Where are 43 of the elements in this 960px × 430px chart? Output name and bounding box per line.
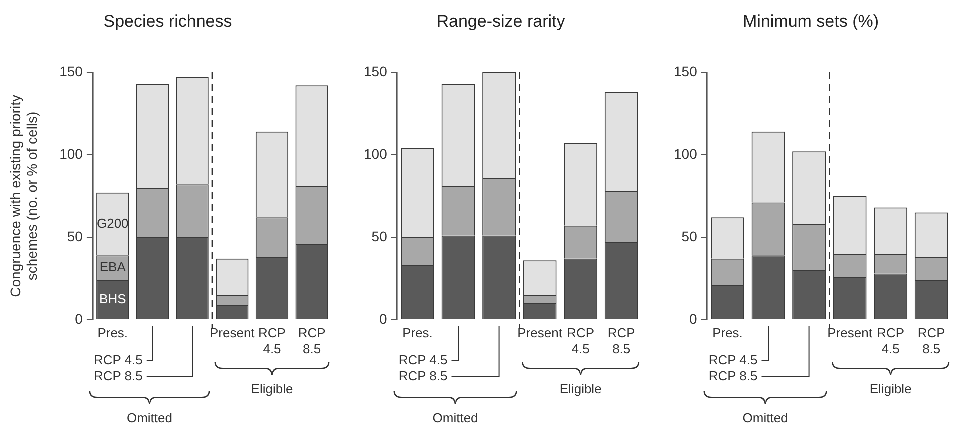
y-tick-label: 100 [364, 146, 388, 162]
chart-title: Species richness [104, 12, 232, 31]
x-tick-label: RCP 8.5 [608, 326, 636, 357]
text: RCP 8.5 [708, 368, 758, 384]
y-tick-label: 50 [682, 228, 698, 244]
text: RCP 4.5 [398, 352, 448, 368]
y-tick-label: 100 [60, 146, 84, 162]
y-tick-label: 100 [674, 146, 698, 162]
series-label: EBA [100, 260, 126, 275]
x-tick-label: RCP 4.5 [877, 326, 905, 357]
x-tick-label: Pres. [712, 326, 743, 341]
x-tick-label: Pres. [98, 326, 128, 341]
series-label: BHS [100, 292, 127, 307]
text: RCP 4.5 [708, 352, 758, 368]
y-tick-label: 150 [364, 63, 388, 80]
y-tick-label: 0 [75, 310, 84, 327]
text: Omitted [742, 410, 788, 426]
text: RCP 8.5 [398, 368, 448, 384]
y-tick-label: 50 [67, 228, 84, 244]
y-axis-title: Congruence with existing priority schemes (no. or % of cells) [7, 95, 40, 298]
y-tick-label: 0 [690, 310, 698, 327]
text: RCP 4.5 [94, 352, 143, 368]
y-tick-label: 150 [60, 63, 84, 80]
text: Eligible [560, 382, 602, 397]
text: Eligible [870, 382, 912, 397]
x-tick-label: Present [828, 326, 873, 341]
y-tick-label: 150 [674, 63, 698, 80]
text: Eligible [251, 382, 294, 397]
x-tick-label: Present [210, 326, 256, 341]
y-tick-label: 0 [380, 310, 388, 327]
text: Omitted [432, 410, 478, 426]
series-label: G200 [96, 216, 129, 231]
chart-title: Range-size rarity [436, 12, 566, 31]
x-tick-label: Present [518, 326, 563, 341]
x-tick-label: RCP 8.5 [918, 326, 946, 357]
x-tick-label: Pres. [402, 326, 433, 341]
text: Omitted [126, 410, 172, 426]
x-tick-label: RCP 4.5 [258, 326, 286, 357]
text: RCP 8.5 [94, 368, 143, 384]
chart-title: Minimum sets (%) [742, 12, 880, 31]
y-tick-label: 50 [372, 228, 388, 244]
x-tick-label: RCP 4.5 [567, 326, 595, 357]
x-tick-label: RCP 8.5 [298, 326, 326, 357]
